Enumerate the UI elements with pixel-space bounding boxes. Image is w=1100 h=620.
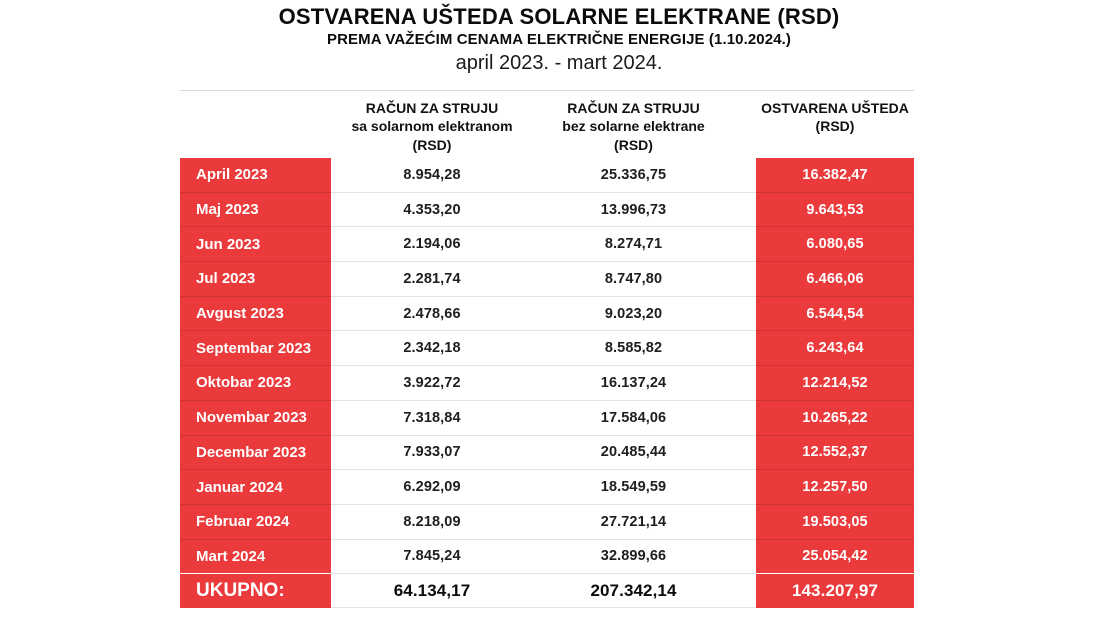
header-line: (RSD) <box>412 136 452 153</box>
with-solar-cell: 7.845,24 <box>331 539 533 575</box>
spacer-cell <box>734 192 756 228</box>
without-solar-cell: 25.336,75 <box>533 158 734 193</box>
table-row: Decembar 2023 7.933,07 20.485,44 12.552,… <box>180 435 914 471</box>
savings-cell: 19.503,05 <box>756 504 914 540</box>
without-solar-cell: 8.274,71 <box>533 227 734 263</box>
header-with-solar: RAČUN ZA STRUJU sa solarnom elektranom (… <box>331 91 533 158</box>
total-without-solar-cell: 207.342,14 <box>533 574 734 609</box>
month-cell: Maj 2023 <box>180 192 331 228</box>
without-solar-cell: 8.747,80 <box>533 262 734 297</box>
header-line: bez solarne elektrane <box>562 118 705 135</box>
spacer-cell <box>734 262 756 297</box>
title-block: OSTVARENA UŠTEDA SOLARNE ELEKTRANE (RSD)… <box>0 4 1100 75</box>
without-solar-cell: 18.549,59 <box>533 470 734 505</box>
savings-table: RAČUN ZA STRUJU sa solarnom elektranom (… <box>180 90 914 609</box>
month-cell: Novembar 2023 <box>180 400 331 436</box>
with-solar-cell: 2.342,18 <box>331 331 533 367</box>
total-label-cell: UKUPNO: <box>180 574 331 609</box>
month-cell: Septembar 2023 <box>180 331 331 367</box>
without-solar-cell: 16.137,24 <box>533 366 734 401</box>
without-solar-cell: 32.899,66 <box>533 539 734 575</box>
savings-cell: 6.544,54 <box>756 296 914 332</box>
with-solar-cell: 2.194,06 <box>331 227 533 263</box>
savings-cell: 6.080,65 <box>756 227 914 263</box>
savings-cell: 25.054,42 <box>756 539 914 575</box>
table-row: Avgust 2023 2.478,66 9.023,20 6.544,54 <box>180 296 914 332</box>
header-without-solar: RAČUN ZA STRUJU bez solarne elektrane (R… <box>533 91 734 158</box>
header-line: (RSD) <box>614 136 653 153</box>
savings-cell: 12.257,50 <box>756 470 914 505</box>
period-label: april 2023. - mart 2024. <box>455 52 663 74</box>
with-solar-cell: 7.318,84 <box>331 400 533 436</box>
total-with-solar-cell: 64.134,17 <box>331 574 533 609</box>
spacer-cell <box>734 331 756 367</box>
page-subtitle: PREMA VAŽEĆIM CENAMA ELEKTRIČNE ENERGIJE… <box>327 31 791 48</box>
spacer-cell <box>734 296 756 332</box>
table-row: Mart 2024 7.845,24 32.899,66 25.054,42 <box>180 539 914 575</box>
header-line: RAČUN ZA STRUJU <box>567 100 700 116</box>
month-cell: Jul 2023 <box>180 262 331 297</box>
total-savings-cell: 143.207,97 <box>756 574 914 609</box>
spacer-cell <box>734 539 756 575</box>
without-solar-cell: 20.485,44 <box>533 435 734 471</box>
without-solar-cell: 17.584,06 <box>533 400 734 436</box>
with-solar-cell: 8.218,09 <box>331 504 533 540</box>
with-solar-cell: 7.933,07 <box>331 435 533 471</box>
header-savings: OSTVARENA UŠTEDA (RSD) <box>756 91 914 158</box>
savings-cell: 6.243,64 <box>756 331 914 367</box>
table-header: RAČUN ZA STRUJU sa solarnom elektranom (… <box>180 91 914 158</box>
table-body: April 2023 8.954,28 25.336,75 16.382,47 … <box>180 158 914 575</box>
savings-cell: 10.265,22 <box>756 400 914 436</box>
table-row: Jun 2023 2.194,06 8.274,71 6.080,65 <box>180 227 914 263</box>
table-row: Oktobar 2023 3.922,72 16.137,24 12.214,5… <box>180 366 914 401</box>
spacer-cell <box>734 504 756 540</box>
spacer-cell <box>734 158 756 193</box>
month-cell: Mart 2024 <box>180 539 331 575</box>
header-spacer <box>734 91 756 158</box>
month-cell: Januar 2024 <box>180 470 331 505</box>
without-solar-cell: 9.023,20 <box>533 296 734 332</box>
header-month-column <box>180 91 331 158</box>
spacer-cell <box>734 400 756 436</box>
month-cell: April 2023 <box>180 158 331 193</box>
header-line: sa solarnom elektranom <box>351 118 513 135</box>
spacer-cell <box>734 227 756 263</box>
header-line: RAČUN ZA STRUJU <box>365 100 499 116</box>
with-solar-cell: 6.292,09 <box>331 470 533 505</box>
table-footer-row: UKUPNO: 64.134,17 207.342,14 143.207,97 <box>180 574 914 609</box>
header-line: OSTVARENA UŠTEDA <box>761 100 909 116</box>
savings-cell: 12.214,52 <box>756 366 914 401</box>
month-cell: Avgust 2023 <box>180 296 331 332</box>
savings-cell: 6.466,06 <box>756 262 914 297</box>
table-row: Novembar 2023 7.318,84 17.584,06 10.265,… <box>180 400 914 436</box>
table-row: Jul 2023 2.281,74 8.747,80 6.466,06 <box>180 262 914 297</box>
savings-cell: 16.382,47 <box>756 158 914 193</box>
month-cell: Decembar 2023 <box>180 435 331 471</box>
spacer-cell <box>734 366 756 401</box>
spacer-cell <box>734 574 756 609</box>
with-solar-cell: 8.954,28 <box>331 158 533 193</box>
without-solar-cell: 13.996,73 <box>533 192 734 228</box>
without-solar-cell: 8.585,82 <box>533 331 734 367</box>
header-line: (RSD) <box>815 118 855 135</box>
with-solar-cell: 3.922,72 <box>331 366 533 401</box>
with-solar-cell: 4.353,20 <box>331 192 533 228</box>
with-solar-cell: 2.478,66 <box>331 296 533 332</box>
page-title: OSTVARENA UŠTEDA SOLARNE ELEKTRANE (RSD) <box>278 4 840 29</box>
table-row: April 2023 8.954,28 25.336,75 16.382,47 <box>180 158 914 193</box>
spacer-cell <box>734 470 756 505</box>
month-cell: Oktobar 2023 <box>180 366 331 401</box>
month-cell: Februar 2024 <box>180 504 331 540</box>
table-row: Februar 2024 8.218,09 27.721,14 19.503,0… <box>180 504 914 540</box>
without-solar-cell: 27.721,14 <box>533 504 734 540</box>
savings-cell: 12.552,37 <box>756 435 914 471</box>
table-row: Septembar 2023 2.342,18 8.585,82 6.243,6… <box>180 331 914 367</box>
month-cell: Jun 2023 <box>180 227 331 263</box>
with-solar-cell: 2.281,74 <box>331 262 533 297</box>
spacer-cell <box>734 435 756 471</box>
savings-cell: 9.643,53 <box>756 192 914 228</box>
table-row: Maj 2023 4.353,20 13.996,73 9.643,53 <box>180 192 914 228</box>
table-row: Januar 2024 6.292,09 18.549,59 12.257,50 <box>180 470 914 505</box>
